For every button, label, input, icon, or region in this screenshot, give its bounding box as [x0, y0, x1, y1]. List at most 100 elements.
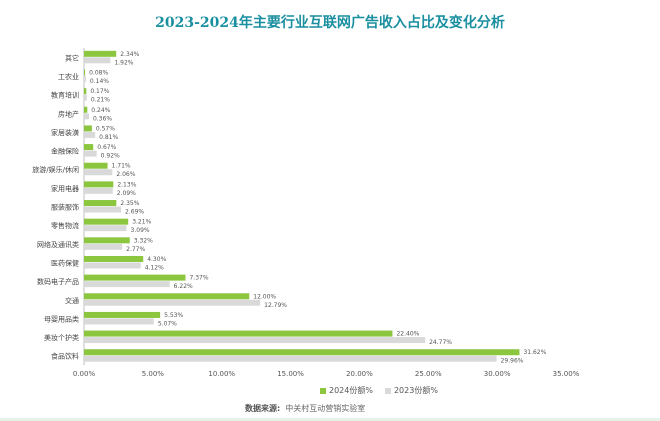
bar-2024 [84, 69, 86, 76]
category-label: 家用电器 [51, 184, 79, 193]
data-label: 1.71% [112, 163, 131, 170]
data-label: 12.79% [264, 302, 287, 309]
data-label: 2.35% [120, 200, 139, 207]
bar-2023 [84, 206, 122, 213]
bar-2023 [84, 318, 154, 325]
data-label: 4.30% [147, 256, 166, 263]
bar-2024 [84, 125, 92, 132]
bar-2024 [84, 50, 117, 57]
bar-2024 [84, 200, 117, 207]
bar-2023 [84, 75, 86, 82]
bar-2024 [84, 274, 186, 281]
data-source: 数据来源: 中关村互动营销实验室 [245, 404, 366, 413]
data-label: 22.40% [396, 331, 419, 338]
data-label: 0.08% [89, 69, 108, 76]
x-tick-label: 20.00% [346, 370, 373, 378]
data-label: 2.13% [117, 181, 136, 188]
bar-2024 [84, 255, 144, 262]
bar-2024 [84, 349, 520, 356]
category-label: 交通 [65, 296, 79, 305]
bar-2024 [84, 88, 87, 95]
category-label: 房地产 [58, 109, 79, 118]
bar-2023 [84, 281, 170, 288]
data-label: 0.57% [96, 125, 115, 132]
data-label: 6.22% [174, 283, 193, 290]
data-label: 1.92% [114, 59, 133, 66]
category-label: 母婴用品类 [44, 314, 79, 323]
bar-2024 [84, 218, 129, 225]
x-tick-label: 0.00% [73, 370, 96, 378]
bar-2023 [84, 150, 97, 157]
data-label: 5.07% [158, 320, 177, 327]
bar-2023 [84, 299, 261, 306]
data-label: 2.69% [125, 209, 144, 216]
data-label: 0.14% [90, 78, 109, 85]
x-tick-label: 35.00% [553, 370, 580, 378]
data-label: 2.06% [116, 171, 135, 178]
data-label: 0.67% [97, 144, 116, 151]
data-label: 2.09% [117, 190, 136, 197]
bar-2024 [84, 311, 161, 318]
chart-title: 2023-2024年主要行业互联网广告收入占比及变化分析 [155, 15, 505, 31]
data-label: 31.62% [523, 349, 546, 356]
bar-2024 [84, 237, 130, 244]
bottom-border [0, 418, 660, 421]
bar-2023 [84, 169, 113, 176]
bar-2023 [84, 57, 111, 64]
category-label: 零售物流 [51, 221, 79, 230]
bar-2024 [84, 106, 88, 113]
data-label: 0.92% [101, 153, 120, 160]
data-label: 2.77% [126, 246, 145, 253]
category-label: 服装服饰 [51, 203, 79, 212]
category-label: 旅游/娱乐/休闲 [32, 165, 79, 174]
bar-2023 [84, 131, 96, 138]
bar-2023 [84, 225, 127, 232]
x-tick-label: 10.00% [208, 370, 235, 378]
data-label: 7.37% [189, 275, 208, 282]
bar-2024 [84, 144, 94, 151]
data-label: 3.21% [132, 219, 151, 226]
category-label: 网络及通讯类 [37, 240, 79, 249]
bar-2024 [84, 330, 393, 337]
bar-2024 [84, 181, 114, 188]
bar-2023 [84, 94, 87, 101]
bar-2023 [84, 187, 113, 194]
data-label: 2.34% [120, 51, 139, 58]
data-label: 12.00% [253, 293, 276, 300]
data-label: 29.96% [501, 358, 524, 365]
category-label: 医药保健 [51, 258, 79, 267]
data-label: 0.21% [91, 97, 110, 104]
category-label: 食品饮料 [51, 352, 79, 361]
bar-2023 [84, 355, 497, 362]
data-label: 0.17% [90, 88, 109, 95]
x-tick-label: 5.00% [142, 370, 165, 378]
legend: 2024份额% 2023份额% [320, 386, 438, 396]
data-label: 3.09% [131, 227, 150, 234]
legend-item-2023: 2023份额% [384, 386, 438, 396]
x-tick-label: 25.00% [415, 370, 442, 378]
data-label: 0.36% [93, 115, 112, 122]
category-label: 美妆个护类 [44, 333, 79, 342]
category-label: 金融保险 [51, 147, 79, 156]
data-label: 5.53% [164, 312, 183, 319]
category-label: 工农业 [58, 72, 79, 81]
data-label: 4.12% [145, 264, 164, 271]
bar-2024 [84, 162, 108, 169]
category-label: 家居装潢 [51, 128, 79, 137]
x-tick-label: 15.00% [277, 370, 304, 378]
data-label: 3.32% [134, 237, 153, 244]
bar-2024 [84, 293, 250, 300]
legend-item-2024: 2024份额% [320, 386, 373, 396]
data-label: 0.24% [91, 107, 110, 114]
data-label: 24.77% [429, 339, 452, 346]
category-label: 数码电子产品 [37, 277, 79, 286]
bar-2023 [84, 337, 426, 344]
category-label: 教育培训 [51, 91, 79, 100]
bar-2023 [84, 262, 141, 269]
category-label: 其它 [65, 53, 79, 62]
x-tick-label: 30.00% [484, 370, 511, 378]
bar-2023 [84, 243, 123, 250]
data-label: 0.81% [99, 134, 118, 141]
bar-2023 [84, 113, 89, 120]
